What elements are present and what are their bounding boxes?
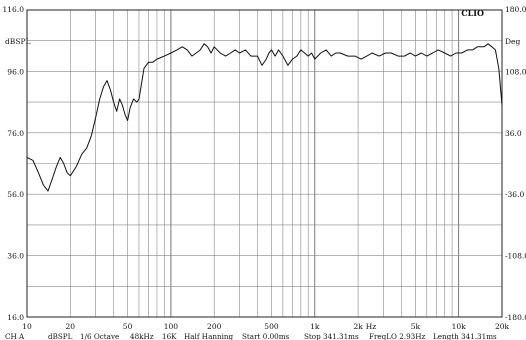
- y2-tick-label: -36.0: [505, 190, 524, 199]
- footer-field: Stop 341.31ms: [304, 332, 359, 340]
- response-curve: [26, 43, 503, 192]
- footer-field: 1/6 Octave: [80, 332, 119, 340]
- grid: [27, 10, 502, 317]
- x-tick-label: 1k: [310, 322, 320, 331]
- footer-field: 48kHz: [130, 332, 154, 340]
- x-tick-label: 200: [207, 322, 222, 331]
- y-tick-label: 36.0: [7, 252, 24, 261]
- footer-field: Half Hanning: [184, 332, 234, 340]
- footer-field: dBSPL: [48, 332, 73, 340]
- footer-bar: CH A dBSPL 1/6 Octave 48kHz 16K Half Hanning S…: [5, 332, 497, 340]
- y-tick-label: 56.0: [7, 190, 24, 199]
- left-unit-label: dBSPL: [5, 37, 30, 46]
- y2-tick-label: 108.0: [505, 67, 526, 76]
- series-layer: [26, 43, 503, 192]
- y-tick-label: 116.0: [3, 5, 25, 14]
- x-tick-label: 5k: [411, 322, 421, 331]
- right-unit-label: Deg: [505, 37, 520, 46]
- footer-field: FreqLO 2.93Hz: [369, 332, 425, 340]
- footer-field: Start 0.00ms: [242, 332, 290, 340]
- x-tick-label: 10: [22, 322, 32, 331]
- x-tick-label: 100: [164, 322, 179, 331]
- footer-field: Length 341.31ms: [433, 332, 497, 340]
- plot-frame: [26, 9, 503, 318]
- x-tick-label: 10k: [452, 322, 467, 331]
- footer-field: CH A: [5, 332, 25, 340]
- y-tick-label: 16.0: [7, 313, 24, 322]
- y2-tick-label: 180.0: [505, 5, 526, 14]
- y2-tick-labels: 180.0 108.0 36.0 -36.0 -108.0 -180.0: [505, 5, 526, 322]
- footer-field: 16K: [162, 332, 177, 340]
- x-unit-label: Hz: [366, 322, 377, 331]
- y2-tick-label: -180.0: [505, 313, 526, 322]
- x-tick-label: 20k: [495, 322, 510, 331]
- x-tick-label: 2k: [353, 322, 363, 331]
- y-tick-label: 96.0: [7, 67, 24, 76]
- x-tick-label: 20: [66, 322, 76, 331]
- brand-label: CLIO: [461, 8, 484, 18]
- x-tick-label: 500: [264, 322, 279, 331]
- x-tick-labels: 10 20 50 100 200 500 1k 2k 5k 10k 20k: [22, 322, 509, 331]
- y2-tick-label: -108.0: [505, 252, 526, 261]
- y-tick-label: 76.0: [7, 129, 24, 138]
- y-tick-labels: 116.0 96.0 76.0 56.0 36.0 16.0: [3, 5, 25, 322]
- y2-tick-label: 36.0: [505, 129, 522, 138]
- x-tick-label: 50: [123, 322, 133, 331]
